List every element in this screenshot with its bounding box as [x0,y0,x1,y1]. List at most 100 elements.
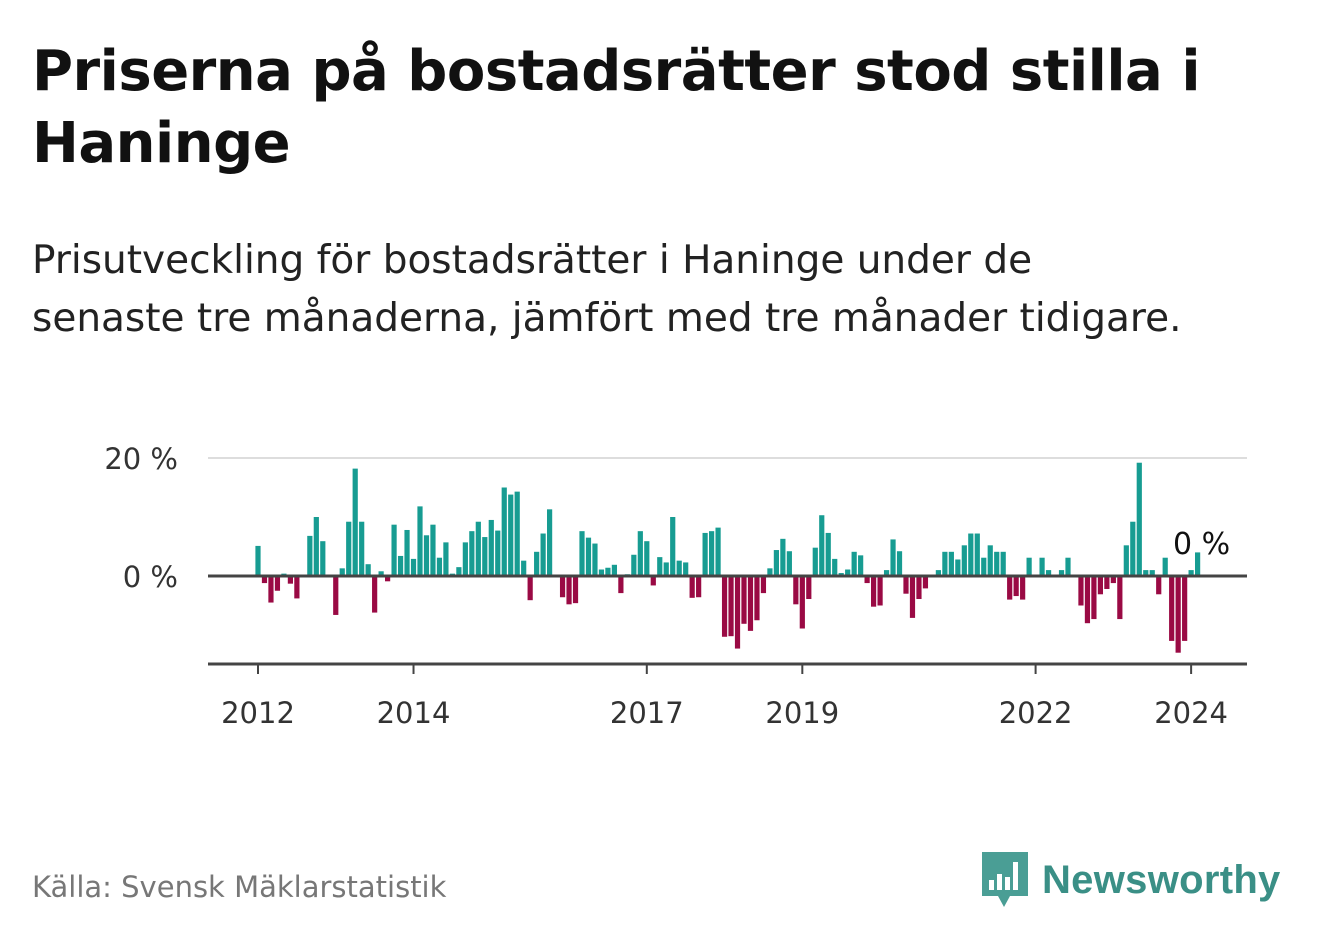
bar [747,576,754,631]
bar [1058,570,1065,576]
brand-logo: Newsworthy [980,850,1281,910]
bar [741,576,747,624]
bar [611,564,617,576]
y-tick-label: 20 % [104,442,178,476]
bar [618,576,624,594]
bar [501,487,507,576]
bar [307,535,313,576]
bar [294,576,300,599]
bar [1110,576,1116,584]
bar [540,533,546,576]
y-tick-labels: 20 % 0 % [104,442,178,594]
bar [1000,551,1006,576]
bar [1130,521,1136,576]
bar [1084,576,1091,624]
bar [637,531,643,576]
chart-subtitle: Prisutveckling för bostadsrätter i Hanin… [32,238,1182,341]
bar [423,535,430,576]
bar [1117,576,1123,620]
bar [534,551,540,576]
bar [903,576,909,594]
x-tick-label: 2017 [610,696,684,730]
bar [385,576,391,582]
bar [1097,576,1103,595]
bar [1123,545,1129,576]
bar [514,491,520,576]
bar [987,545,993,576]
bar [320,541,326,576]
bar [462,542,468,576]
bar [942,551,948,576]
bar [663,562,669,576]
bar [864,576,870,584]
bar [1104,576,1110,589]
bar [378,571,384,576]
bar [650,576,656,586]
bar [754,576,760,621]
bar [352,468,358,576]
bar [469,531,475,576]
bar [397,555,404,576]
bar [709,531,715,576]
bar [585,537,592,576]
newsworthy-logo-icon [982,852,1028,907]
bar [1195,552,1201,576]
bar [572,576,579,604]
bar [955,559,961,576]
bar [547,509,553,576]
bar [443,542,449,576]
bar [871,576,877,607]
bar [689,576,695,598]
bar [346,521,352,576]
bars [255,462,1201,653]
bar [430,524,436,576]
bar [812,547,818,576]
bar [488,519,494,576]
bar [313,517,319,576]
bar [359,521,365,576]
bar [1156,576,1162,595]
bar [436,557,443,576]
bar [845,569,851,576]
bar [851,551,857,576]
x-tick-label: 2019 [765,696,839,730]
bar [948,551,954,576]
bar [702,532,708,576]
bar [592,543,598,576]
bar [1045,570,1052,576]
bar [890,539,896,576]
bar [670,517,676,576]
bar [683,562,689,576]
bar [819,515,825,576]
x-tick-label: 2022 [999,696,1073,730]
bar [1065,557,1071,576]
bar [365,564,371,576]
bar [968,533,974,576]
last-value-label: 0 % [1173,527,1230,562]
bar [631,554,637,576]
bar [508,494,514,576]
bar [339,568,345,576]
bar [333,576,339,615]
bar [1175,576,1181,653]
bar [767,568,773,576]
bar [495,530,501,576]
bar [417,506,423,576]
bar [1188,570,1194,576]
bar [696,576,702,598]
bar [896,551,903,576]
bar [974,533,980,576]
bar [1182,576,1188,641]
bar [255,545,261,576]
bar [482,537,488,576]
bar [1020,576,1026,600]
bar [916,576,922,600]
x-tick-label: 2024 [1154,696,1228,730]
bar [832,558,838,576]
bar [657,557,663,576]
bar [994,551,1000,576]
bar [566,576,572,605]
bar [1039,557,1045,576]
bar [1007,576,1013,600]
bar [883,570,890,576]
